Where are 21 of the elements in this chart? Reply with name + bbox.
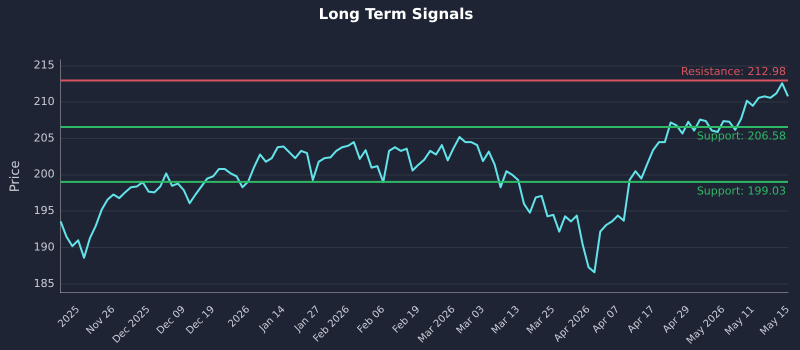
- y-tick-label: 200: [34, 168, 55, 181]
- x-tick-label: Apr 17: [626, 304, 658, 336]
- x-tick-label: Feb 06: [356, 304, 388, 336]
- x-tick-label: Dec 19: [184, 304, 218, 337]
- x-tick-label: Mar 03: [454, 304, 487, 336]
- x-tick-label: Feb 19: [390, 304, 422, 336]
- y-tick-label: 195: [34, 204, 55, 218]
- y-tick-label: 215: [34, 58, 55, 72]
- y-tick-label: 185: [34, 276, 55, 290]
- ref-line-label: Support: 199.03: [696, 184, 786, 198]
- ref-line-label: Support: 206.58: [696, 129, 786, 142]
- y-tick-label: 190: [34, 240, 55, 254]
- ref-line-label: Resistance: 212.98: [681, 64, 786, 78]
- chart-title: Long Term Signals: [318, 4, 474, 23]
- x-tick-label: Apr 29: [660, 304, 692, 336]
- y-tick-label: 205: [34, 131, 55, 144]
- y-tick-label: 210: [34, 95, 55, 108]
- x-tick-label: Jan 14: [256, 304, 288, 335]
- y-axis-title: Price: [8, 160, 24, 192]
- x-tick-label: Apr 07: [590, 304, 622, 336]
- x-tick-label: Mar 13: [490, 304, 522, 336]
